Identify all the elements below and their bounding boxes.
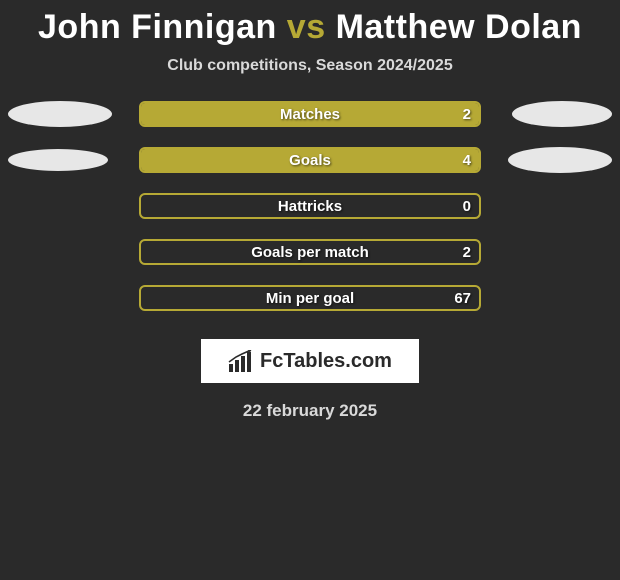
stat-bar: Hattricks0 (139, 193, 481, 219)
vs-separator: vs (287, 8, 326, 46)
player2-name: Matthew Dolan (336, 8, 582, 46)
stat-row: Goals per match2 (0, 239, 620, 265)
stat-bar: Matches2 (139, 101, 481, 127)
date-text: 22 february 2025 (0, 401, 620, 421)
stat-label: Hattricks (141, 195, 479, 217)
stat-bar: Goals4 (139, 147, 481, 173)
stat-row: Min per goal67 (0, 285, 620, 311)
stat-value: 4 (463, 149, 471, 171)
stat-row: Hattricks0 (0, 193, 620, 219)
stat-bar: Min per goal67 (139, 285, 481, 311)
stat-bar: Goals per match2 (139, 239, 481, 265)
stat-label: Min per goal (141, 287, 479, 309)
stat-row: Matches2 (0, 101, 620, 127)
subtitle: Club competitions, Season 2024/2025 (0, 57, 620, 75)
player1-ellipse (8, 101, 112, 127)
player1-ellipse (8, 149, 108, 171)
player2-ellipse (512, 101, 612, 127)
logo-box: FcTables.com (201, 339, 419, 383)
stat-value: 2 (463, 103, 471, 125)
bar-chart-trend-icon (228, 350, 254, 372)
stat-label: Goals per match (141, 241, 479, 263)
stat-label: Goals (141, 149, 479, 171)
stat-value: 67 (454, 287, 471, 309)
logo-text: FcTables.com (260, 350, 392, 373)
player2-ellipse (508, 147, 612, 173)
stat-row: Goals4 (0, 147, 620, 173)
stats-container: Matches2Goals4Hattricks0Goals per match2… (0, 101, 620, 311)
stat-value: 2 (463, 241, 471, 263)
player1-name: John Finnigan (38, 8, 277, 46)
stat-value: 0 (463, 195, 471, 217)
page-title: John Finnigan vs Matthew Dolan (0, 0, 620, 51)
stat-label: Matches (141, 103, 479, 125)
